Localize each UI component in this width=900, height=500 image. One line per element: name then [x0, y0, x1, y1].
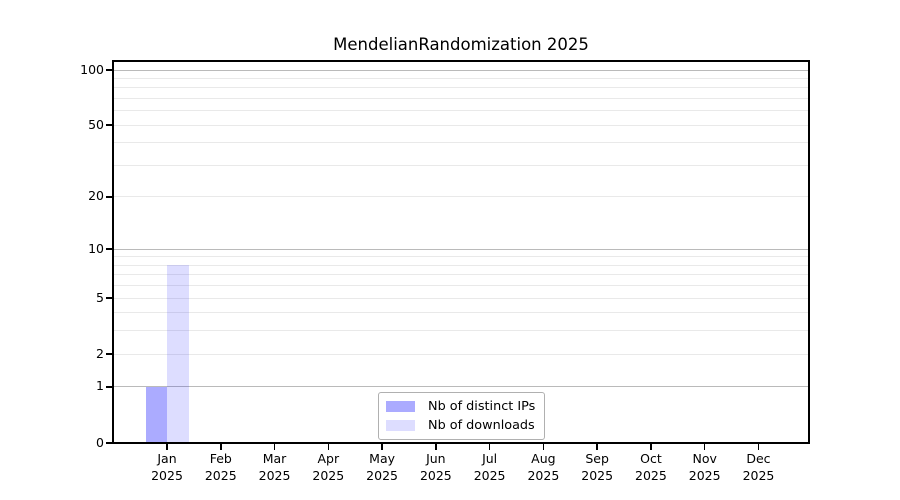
x-tick-label-jun: Jun 2025: [419, 451, 452, 483]
x-tick-label-mar: Mar 2025: [258, 451, 291, 483]
legend-swatch-downloads: [386, 420, 415, 431]
y-tick-20: [106, 196, 113, 198]
y-tick-label-2: 2: [96, 345, 104, 361]
y-tick-label-10: 10: [88, 240, 104, 256]
y-tick-label-0: 0: [96, 434, 104, 450]
y-tick-100: [106, 69, 113, 71]
minor-gridline-3: [114, 330, 808, 332]
y-tick-10: [106, 248, 113, 250]
minor-gridline-70: [114, 97, 808, 99]
chart-title: MendelianRandomization 2025: [333, 35, 589, 54]
y-tick-label-50: 50: [88, 116, 104, 132]
minor-gridline-4: [114, 312, 808, 314]
legend: Nb of distinct IPs Nb of downloads: [378, 392, 546, 440]
minor-gridline-6: [114, 285, 808, 287]
x-tick-feb: [219, 444, 222, 450]
x-tick-nov: [703, 444, 706, 450]
gridline-20: [114, 196, 808, 198]
y-tick-1: [106, 386, 113, 388]
gridline-2: [114, 353, 808, 355]
gridline-5: [114, 297, 808, 299]
legend-item-distinct-ips: Nb of distinct IPs: [386, 399, 535, 414]
x-tick-label-oct: Oct 2025: [635, 451, 667, 483]
x-tick-label-dec: Dec 2025: [742, 451, 775, 483]
y-tick-50: [106, 124, 113, 127]
minor-gridline-7: [114, 274, 808, 276]
x-tick-oct: [650, 444, 652, 450]
gridline-100: [114, 69, 808, 71]
y-tick-label-1: 1: [96, 378, 104, 394]
bar-distinct-ips-jan: [145, 386, 167, 443]
legend-swatch-distinct-ips: [386, 401, 415, 412]
minor-gridline-8: [114, 264, 808, 266]
gridline-10: [114, 248, 808, 250]
x-tick-apr: [327, 444, 330, 450]
minor-gridline-60: [114, 110, 808, 112]
minor-gridline-9: [114, 256, 808, 258]
x-tick-mar: [273, 444, 276, 450]
y-tick-label-20: 20: [88, 188, 104, 204]
x-tick-jan: [166, 444, 168, 450]
x-tick-label-sep: Sep 2025: [581, 451, 614, 483]
x-tick-sep: [596, 444, 598, 450]
y-tick-label-5: 5: [96, 289, 104, 305]
y-tick-0: [106, 442, 113, 444]
x-tick-label-aug: Aug 2025: [527, 451, 560, 483]
y-tick-label-100: 100: [80, 61, 104, 77]
x-tick-label-apr: Apr 2025: [312, 451, 345, 483]
minor-gridline-80: [114, 87, 808, 89]
bar-downloads-jan: [167, 265, 189, 443]
minor-gridline-40: [114, 142, 808, 144]
x-tick-jul: [488, 444, 491, 450]
x-tick-label-nov: Nov 2025: [688, 451, 721, 483]
x-tick-jun: [435, 444, 437, 450]
x-tick-dec: [757, 444, 760, 450]
minor-gridline-30: [114, 164, 808, 166]
legend-item-downloads: Nb of downloads: [386, 418, 535, 433]
x-tick-label-feb: Feb 2025: [204, 451, 237, 483]
x-tick-may: [381, 444, 383, 450]
legend-label-distinct-ips: Nb of distinct IPs: [428, 399, 536, 414]
x-tick-aug: [542, 444, 545, 450]
y-tick-5: [106, 297, 113, 299]
x-tick-label-jul: Jul 2025: [473, 451, 506, 483]
y-tick-2: [106, 353, 113, 355]
gridline-50: [114, 124, 808, 126]
legend-label-downloads: Nb of downloads: [428, 418, 535, 433]
x-tick-label-may: May 2025: [366, 451, 398, 483]
x-tick-label-jan: Jan 2025: [151, 451, 183, 483]
gridline-1: [114, 386, 808, 388]
minor-gridline-90: [114, 77, 808, 79]
